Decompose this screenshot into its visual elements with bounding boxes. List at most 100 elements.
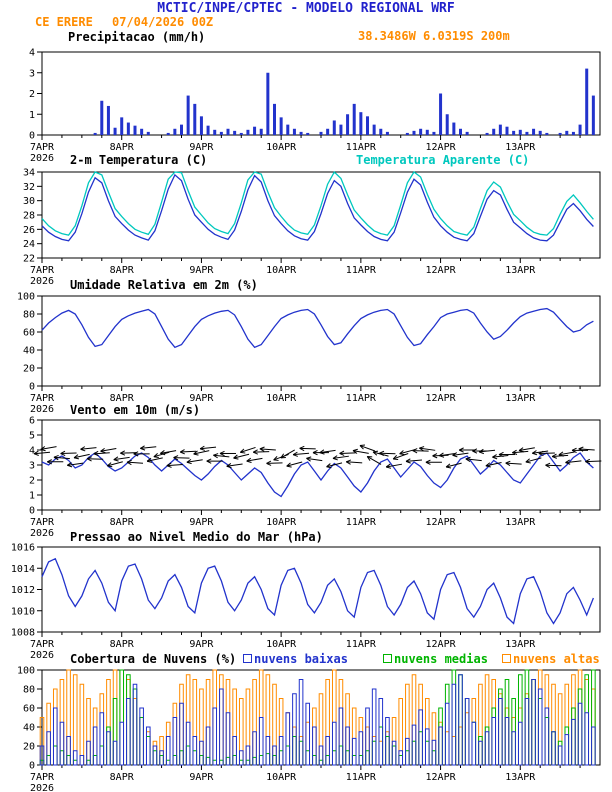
panel-title-clouds: Cobertura de Nuvens (%)	[70, 652, 237, 666]
station-coordinates: 38.3486W 6.0319S 200m	[358, 29, 510, 43]
svg-text:2026: 2026	[30, 650, 54, 661]
svg-text:12APR: 12APR	[426, 393, 457, 404]
svg-text:1010: 1010	[11, 606, 35, 617]
svg-text:1012: 1012	[11, 585, 35, 596]
svg-text:30: 30	[23, 196, 35, 207]
svg-text:7APR: 7APR	[30, 393, 55, 404]
panel-title-wind: Vento em 10m (m/s)	[70, 403, 201, 417]
svg-text:8APR: 8APR	[110, 142, 135, 153]
svg-text:13APR: 13APR	[505, 142, 536, 153]
svg-text:13APR: 13APR	[505, 265, 536, 276]
svg-text:100: 100	[17, 292, 35, 303]
svg-text:13APR: 13APR	[505, 393, 536, 404]
legend-high-clouds-label: nuvens altas	[513, 652, 600, 666]
svg-text:11APR: 11APR	[346, 393, 377, 404]
svg-text:3: 3	[29, 461, 35, 472]
svg-text:1: 1	[29, 491, 35, 502]
svg-text:7APR: 7APR	[30, 142, 55, 153]
svg-text:9APR: 9APR	[189, 772, 214, 783]
svg-text:5: 5	[29, 431, 35, 442]
svg-text:1016: 1016	[11, 543, 35, 554]
svg-text:13APR: 13APR	[505, 639, 536, 650]
svg-text:40: 40	[23, 723, 35, 734]
legend-high-clouds: nuvens altas	[502, 652, 600, 666]
svg-text:4: 4	[29, 48, 35, 59]
svg-text:2: 2	[29, 89, 35, 100]
svg-text:80: 80	[23, 310, 35, 321]
svg-text:7APR: 7APR	[30, 772, 55, 783]
svg-text:24: 24	[23, 239, 35, 250]
svg-text:11APR: 11APR	[346, 265, 377, 276]
svg-text:34: 34	[23, 168, 35, 179]
svg-text:28: 28	[23, 211, 35, 222]
svg-text:8APR: 8APR	[110, 393, 135, 404]
svg-text:12APR: 12APR	[426, 772, 457, 783]
svg-text:0: 0	[29, 382, 35, 393]
panel-title-apparent-temperature: Temperatura Aparente (C)	[356, 153, 530, 167]
legend-mid-clouds: nuvens medias	[383, 652, 488, 666]
svg-text:1: 1	[29, 110, 35, 121]
svg-text:12APR: 12APR	[426, 142, 457, 153]
svg-text:2026: 2026	[30, 528, 54, 539]
legend-low-clouds-label: nuvens baixas	[254, 652, 348, 666]
svg-text:9APR: 9APR	[189, 639, 214, 650]
mid-clouds-swatch-icon	[383, 654, 392, 663]
svg-text:7APR: 7APR	[30, 639, 55, 650]
panel-title-humidity: Umidade Relativa em 2m (%)	[70, 278, 258, 292]
svg-text:10APR: 10APR	[266, 265, 297, 276]
svg-text:4: 4	[29, 446, 35, 457]
svg-text:20: 20	[23, 364, 35, 375]
svg-text:13APR: 13APR	[505, 772, 536, 783]
svg-text:11APR: 11APR	[346, 517, 377, 528]
svg-text:2026: 2026	[30, 783, 54, 792]
panel-title-precipitation: Precipitacao (mm/h)	[68, 30, 206, 44]
svg-text:6: 6	[29, 416, 35, 427]
svg-text:13APR: 13APR	[505, 517, 536, 528]
panel-title-pressure: Pressao ao Nivel Medio do Mar (hPa)	[70, 530, 323, 544]
svg-text:11APR: 11APR	[346, 772, 377, 783]
svg-text:9APR: 9APR	[189, 393, 214, 404]
svg-text:8APR: 8APR	[110, 517, 135, 528]
svg-text:0: 0	[29, 131, 35, 142]
svg-text:32: 32	[23, 182, 35, 193]
svg-text:80: 80	[23, 685, 35, 696]
model-run-datetime: 07/04/2026 00Z	[112, 15, 214, 29]
svg-text:2: 2	[29, 476, 35, 487]
svg-text:7APR: 7APR	[30, 517, 55, 528]
station-name: CE ERERE	[35, 15, 93, 29]
svg-text:60: 60	[23, 328, 35, 339]
svg-text:0: 0	[29, 506, 35, 517]
svg-text:8APR: 8APR	[110, 639, 135, 650]
svg-text:60: 60	[23, 704, 35, 715]
svg-text:9APR: 9APR	[189, 265, 214, 276]
svg-text:2026: 2026	[30, 153, 54, 164]
svg-text:10APR: 10APR	[266, 772, 297, 783]
svg-text:12APR: 12APR	[426, 265, 457, 276]
svg-text:11APR: 11APR	[346, 142, 377, 153]
svg-text:7APR: 7APR	[30, 265, 55, 276]
svg-text:11APR: 11APR	[346, 639, 377, 650]
legend-low-clouds: nuvens baixas	[243, 652, 348, 666]
svg-text:8APR: 8APR	[110, 772, 135, 783]
svg-text:1014: 1014	[11, 564, 35, 575]
svg-text:9APR: 9APR	[189, 517, 214, 528]
svg-text:10APR: 10APR	[266, 142, 297, 153]
svg-text:2026: 2026	[30, 276, 54, 287]
svg-text:40: 40	[23, 346, 35, 357]
svg-text:26: 26	[23, 225, 35, 236]
svg-text:20: 20	[23, 742, 35, 753]
panel-title-temperature: 2-m Temperatura (C)	[70, 153, 208, 167]
legend-mid-clouds-label: nuvens medias	[394, 652, 488, 666]
svg-text:10APR: 10APR	[266, 393, 297, 404]
svg-text:22: 22	[23, 254, 35, 265]
svg-text:3: 3	[29, 68, 35, 79]
svg-text:12APR: 12APR	[426, 639, 457, 650]
svg-text:2026: 2026	[30, 404, 54, 415]
svg-text:100: 100	[17, 666, 35, 677]
report-title: MCTIC/INPE/CPTEC - MODELO REGIONAL WRF	[157, 1, 455, 16]
svg-text:10APR: 10APR	[266, 517, 297, 528]
svg-text:10APR: 10APR	[266, 639, 297, 650]
svg-text:8APR: 8APR	[110, 265, 135, 276]
